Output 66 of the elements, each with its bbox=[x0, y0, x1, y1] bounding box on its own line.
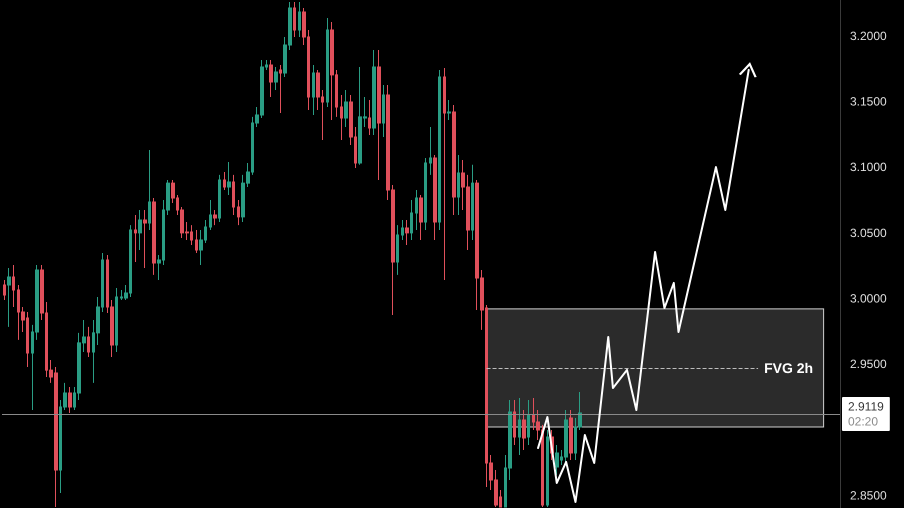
candlestick bbox=[396, 224, 399, 276]
candlestick bbox=[471, 164, 474, 241]
text: 02:20 bbox=[848, 414, 878, 429]
candlestick bbox=[237, 200, 240, 226]
candlestick bbox=[513, 399, 516, 446]
y-tick-label: 3.1500 bbox=[850, 94, 888, 109]
candlestick bbox=[218, 174, 221, 223]
candlestick bbox=[87, 326, 90, 358]
candlestick bbox=[424, 158, 427, 231]
candlestick bbox=[12, 264, 15, 308]
candlestick bbox=[115, 288, 118, 352]
candlestick bbox=[274, 66, 278, 91]
candlestick bbox=[213, 209, 217, 226]
candlestick bbox=[148, 150, 151, 231]
candlestick bbox=[452, 104, 456, 216]
y-tick-label: 3.1000 bbox=[850, 160, 888, 174]
candlestick bbox=[209, 200, 212, 231]
candlestick bbox=[405, 219, 409, 246]
candlestick bbox=[293, 1, 296, 38]
candlestick bbox=[443, 67, 446, 281]
candlestick bbox=[143, 209, 147, 268]
y-tick-label: 2.9500 bbox=[850, 357, 888, 372]
candlestick bbox=[518, 398, 521, 456]
candlestick bbox=[344, 90, 348, 128]
y-tick-label: 3.0000 bbox=[850, 291, 888, 306]
candlestick bbox=[152, 198, 156, 276]
candlestick bbox=[457, 154, 460, 216]
candlestick bbox=[312, 64, 315, 116]
candlestick bbox=[7, 267, 11, 328]
candlestick bbox=[138, 209, 142, 250]
candlestick bbox=[415, 190, 418, 231]
candlestick bbox=[377, 50, 381, 181]
ref-line-label: FVG 2h bbox=[764, 360, 814, 376]
ref-line-label: 2.9119 bbox=[848, 400, 884, 414]
candlestick bbox=[68, 386, 72, 414]
candlestick bbox=[232, 174, 235, 216]
candlestick bbox=[298, 1, 301, 38]
candlestick bbox=[195, 230, 198, 254]
candlestick bbox=[522, 409, 526, 450]
candlestick bbox=[419, 194, 423, 241]
candlestick bbox=[564, 409, 568, 464]
candlestick bbox=[401, 219, 404, 241]
candlestick bbox=[433, 154, 437, 241]
candlestick bbox=[382, 84, 385, 138]
candlestick bbox=[279, 64, 282, 114]
candlestick bbox=[569, 409, 573, 460]
candlestick bbox=[438, 69, 441, 231]
y-tick-label: 3.0500 bbox=[850, 226, 888, 240]
y-tick-label: 2.8500 bbox=[850, 488, 888, 502]
candlestick bbox=[223, 172, 226, 191]
candlestick bbox=[330, 22, 334, 120]
candlestick bbox=[368, 100, 371, 136]
candlestick bbox=[447, 100, 451, 120]
candlestick bbox=[372, 50, 376, 136]
y-tick-label: 3.2000 bbox=[850, 28, 888, 43]
candlestick bbox=[546, 430, 549, 508]
candlestick bbox=[326, 17, 329, 108]
candlestick bbox=[429, 126, 432, 176]
candlestick bbox=[134, 214, 137, 262]
candlestick bbox=[3, 280, 6, 300]
candlestick bbox=[527, 399, 530, 446]
candlestick bbox=[227, 161, 231, 196]
candlestick bbox=[340, 94, 343, 141]
candlestick bbox=[269, 59, 273, 98]
candlestick bbox=[410, 200, 413, 241]
candlestick bbox=[555, 444, 559, 476]
